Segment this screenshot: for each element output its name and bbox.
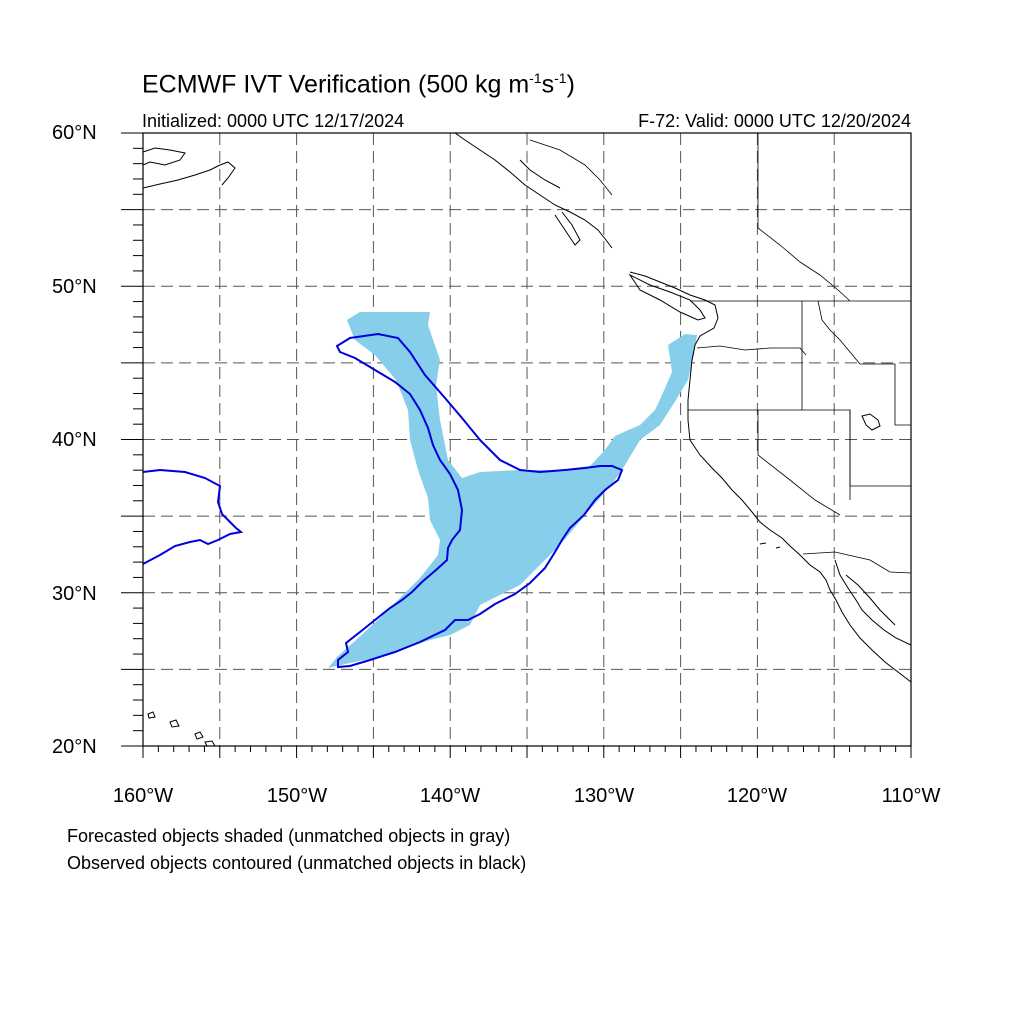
forecast-ivt-object: [328, 312, 697, 668]
graticule: [143, 133, 911, 746]
lat-label-60n: 60°N: [52, 122, 97, 144]
valid-time: F-72: Valid: 0000 UTC 12/20/2024: [638, 111, 911, 131]
alaska-coast: [143, 147, 236, 189]
title-text-mid: s: [541, 70, 555, 99]
california-nevada-border: [688, 409, 851, 516]
map-title: ECMWF IVT Verification (500 kg m-1s-1): [142, 70, 575, 99]
title-sup-1: -1: [529, 70, 542, 86]
north-america-west-coast: [629, 271, 911, 683]
lon-label-130w: 130°W: [573, 785, 635, 807]
lon-label-110w: 110°W: [881, 785, 941, 807]
lat-label-40n: 40°N: [52, 429, 97, 451]
lat-label-20n: 20°N: [52, 736, 97, 758]
observed-ivt-contour-west: [143, 468, 244, 565]
title-text: ECMWF IVT Verification (500 kg m: [142, 70, 530, 99]
us-mexico-border: [802, 551, 911, 574]
title-text-end: ): [566, 70, 575, 99]
idaho-border: [801, 300, 911, 426]
initialized-time: Initialized: 0000 UTC 12/17/2024: [142, 111, 405, 131]
washington-oregon-border: [696, 345, 807, 356]
axis-ticks: [121, 132, 912, 758]
canada-internal-border: [757, 133, 851, 302]
channel-islands: [759, 542, 781, 549]
lon-label-150w: 150°W: [266, 785, 328, 807]
lon-label-160w: 160°W: [112, 785, 174, 807]
vancouver-island: [628, 273, 706, 321]
alaska-panhandle-coast: [454, 133, 613, 249]
observed-ivt-contour: [335, 332, 624, 669]
lon-label-140w: 140°W: [419, 785, 481, 807]
lon-label-120w: 120°W: [726, 785, 788, 807]
great-salt-lake: [861, 413, 881, 431]
lat-label-50n: 50°N: [52, 276, 97, 298]
title-sup-2: -1: [554, 70, 567, 86]
lat-label-30n: 30°N: [52, 583, 97, 605]
alaska-canada-border: [529, 139, 613, 196]
nevada-utah-border: [849, 410, 911, 487]
baja-coast: [834, 559, 911, 646]
footnote-observed: Observed objects contoured (unmatched ob…: [67, 853, 527, 873]
political-boundaries: [529, 133, 911, 574]
coastlines: [143, 133, 911, 746]
footnote-forecast: Forecasted objects shaded (unmatched obj…: [67, 826, 511, 846]
hawaii-islands: [147, 711, 216, 746]
